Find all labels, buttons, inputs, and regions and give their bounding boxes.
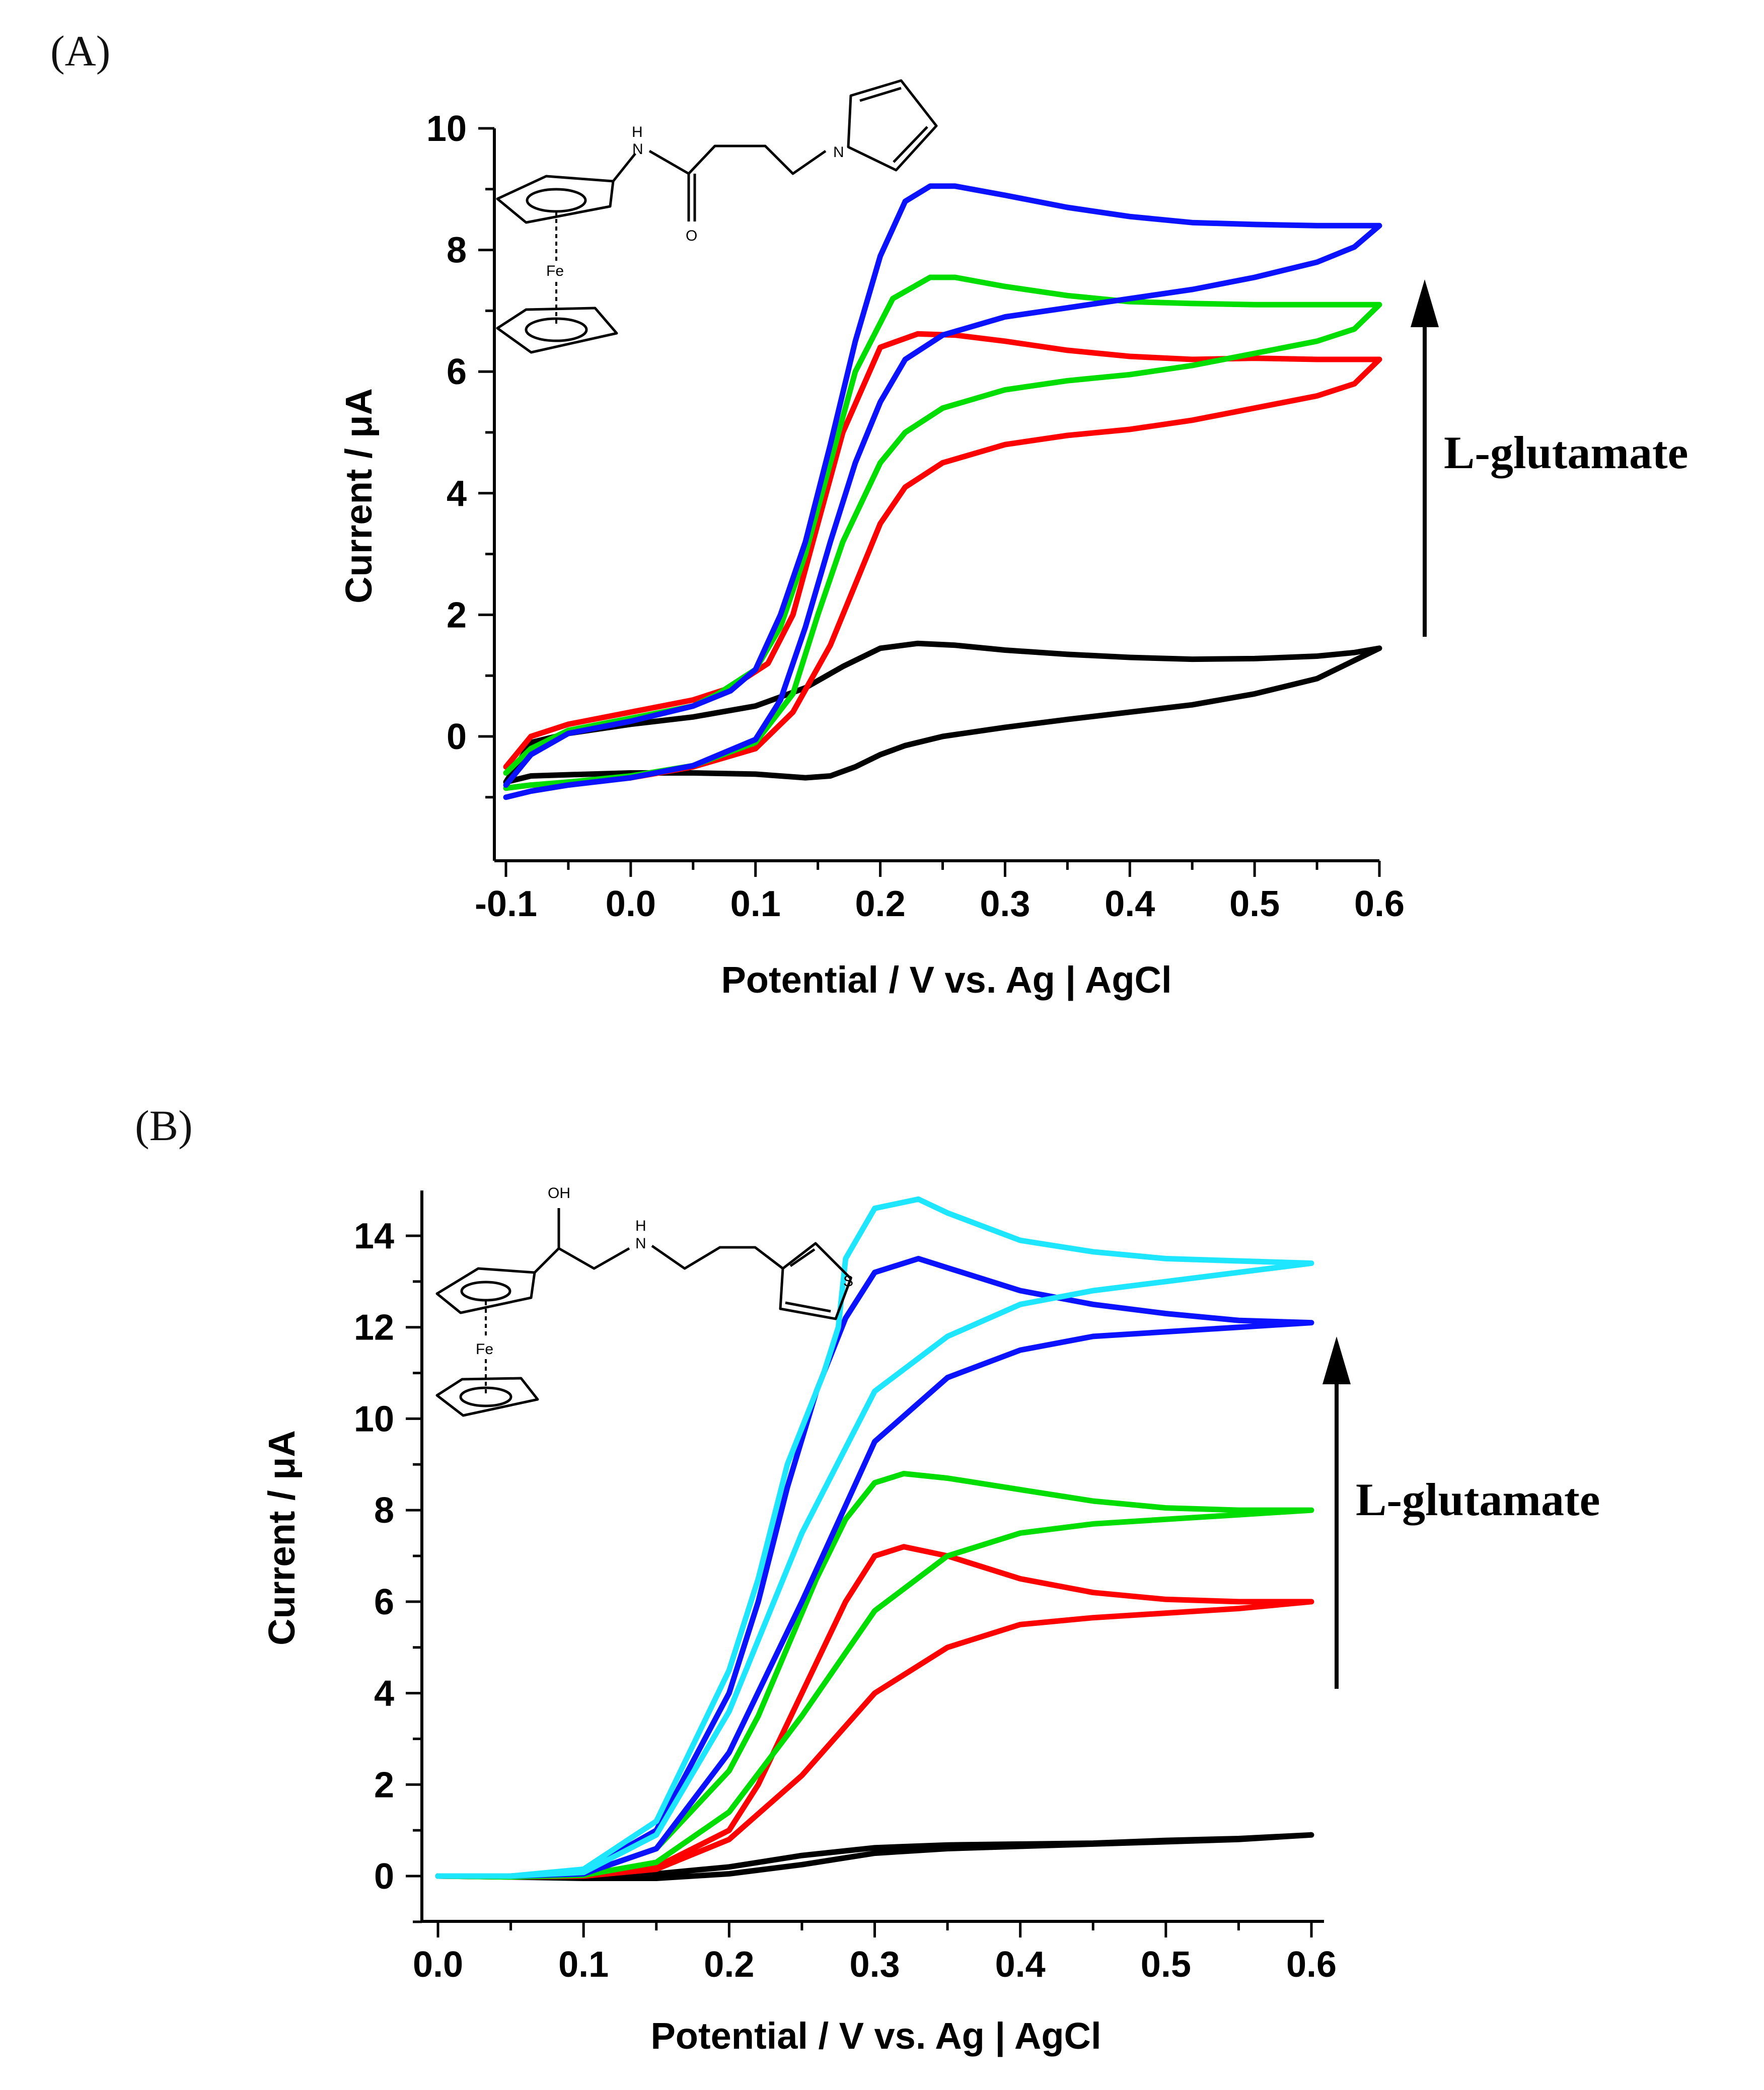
panel-b-series-blue <box>435 1255 1314 1879</box>
panel-b-y-tick-label: 8 <box>374 1490 394 1531</box>
amide-n-label: N <box>632 141 643 158</box>
cyclopentadienyl-ring-bottom <box>496 307 618 354</box>
panel-a-x-title: Potential / V vs. Ag | AgCl <box>721 959 1171 1001</box>
panel-a-y-title: Current / μA <box>338 388 380 604</box>
thiophene-ring <box>779 1242 852 1320</box>
panel-b-x-tick-label: 0.6 <box>1286 1945 1337 1985</box>
panel-a-series-green <box>503 274 1382 791</box>
ring-inner-top <box>526 188 587 213</box>
panel-a-series-blue <box>503 183 1382 800</box>
panel-a-x-tick-label: 0.5 <box>1229 884 1280 924</box>
panel-b-arrow-head <box>1322 1336 1351 1384</box>
panel-a-annotation: L-glutamate <box>1444 427 1688 478</box>
ring-inner-bottom <box>525 317 588 342</box>
panel-a-molecule: Fe H N O N <box>496 79 938 354</box>
panel-a: (A) -0.1 0.0 0.1 0.2 0.3 0.4 0.5 0.6 0 2 4 6 8 10 Pot… <box>50 27 1688 1001</box>
panel-b-y-tick-label: 2 <box>374 1765 394 1805</box>
fe-label: Fe <box>546 263 564 279</box>
panel-a-series-red <box>503 331 1382 791</box>
panel-b-y-title: Current / μA <box>261 1430 303 1646</box>
oh-label: OH <box>548 1185 570 1202</box>
panel-a-y-tick-label: 2 <box>447 595 467 635</box>
panel-b-series-black <box>435 1832 1314 1881</box>
panel-a-curves <box>503 183 1382 800</box>
cp-ring-top-b <box>435 1267 536 1314</box>
panel-b: (B) 0.0 0.1 0.2 0.3 0.4 0.5 0.6 0 2 4 6 8 10 12 14 Pot… <box>135 1101 1600 2057</box>
bond-cp-n <box>612 153 636 182</box>
panel-a-x-tick-label: 0.3 <box>980 884 1030 924</box>
panel-b-x-tick-label: 0.1 <box>558 1945 609 1985</box>
panel-b-y-tick-label: 14 <box>354 1216 394 1256</box>
panel-b-x-tick-label: 0.3 <box>849 1945 900 1985</box>
panel-b-y-tick-label: 12 <box>354 1308 394 1348</box>
amine-n-label: N <box>635 1235 646 1252</box>
panel-a-x-tick-label: 0.2 <box>855 884 906 924</box>
panel-a-y-tick-label: 0 <box>447 717 467 757</box>
thiophene-s-label: S <box>843 1273 853 1290</box>
panel-b-series-cyan <box>435 1196 1314 1879</box>
ring-inner-bottom-b <box>459 1386 512 1407</box>
alkyl-chain <box>648 144 827 175</box>
ring-inner-top-b <box>460 1281 511 1302</box>
panel-a-x-tick-label: 0.4 <box>1105 884 1155 924</box>
pyrrole-ring <box>847 79 938 172</box>
pyrrole-n-label: N <box>833 144 844 161</box>
cp-ring-bottom-b <box>435 1377 539 1417</box>
panel-b-ticks: 0.0 0.1 0.2 0.3 0.4 0.5 0.6 0 2 4 6 8 10 12 14 <box>354 1216 1337 1985</box>
panel-b-annotation: L-glutamate <box>1356 1474 1600 1525</box>
thiophene-double-2 <box>785 1301 831 1313</box>
panel-a-y-tick-label: 4 <box>447 474 467 514</box>
panel-a-arrow-head <box>1411 279 1439 327</box>
panel-a-ticks: -0.1 0.0 0.1 0.2 0.3 0.4 0.5 0.6 0 2 4 6 8 10 <box>426 109 1405 924</box>
pyrrole-double-2 <box>893 126 928 163</box>
amine-h-label: H <box>635 1218 646 1234</box>
chain-b-1 <box>534 1247 630 1274</box>
panel-b-x-tick-label: 0.4 <box>995 1945 1046 1985</box>
panel-b-y-tick-label: 4 <box>374 1674 394 1714</box>
panel-b-x-tick-label: 0.2 <box>704 1945 754 1985</box>
panel-b-y-tick-label: 10 <box>354 1399 394 1439</box>
panel-a-x-tick-label: 0.0 <box>606 884 656 924</box>
panel-a-y-tick-label: 6 <box>447 352 467 392</box>
panel-a-y-tick-label: 10 <box>426 109 467 149</box>
panel-b-x-tick-label: 0.0 <box>413 1945 463 1985</box>
panel-a-x-tick-label: 0.1 <box>730 884 781 924</box>
panel-b-x-tick-label: 0.5 <box>1141 1945 1191 1985</box>
panel-b-y-tick-label: 6 <box>374 1582 394 1622</box>
panel-b-molecule: Fe OH H N S <box>435 1185 853 1417</box>
panel-b-curves <box>435 1196 1314 1881</box>
panel-b-series-green <box>435 1471 1314 1880</box>
cyclopentadienyl-ring-top <box>496 175 615 224</box>
fe-label-b: Fe <box>476 1341 493 1358</box>
panel-a-label: (A) <box>50 27 110 75</box>
panel-a-x-tick-label: 0.6 <box>1354 884 1405 924</box>
carbonyl-o-label: O <box>686 228 697 244</box>
panel-b-series-red <box>435 1544 1314 1880</box>
panel-b-x-title: Potential / V vs. Ag | AgCl <box>650 2015 1101 2057</box>
panel-a-y-tick-label: 8 <box>447 231 467 271</box>
panel-b-label: (B) <box>135 1101 193 1150</box>
thiophene-double-1 <box>789 1248 816 1267</box>
amide-h-label: H <box>632 124 643 140</box>
panel-a-x-tick-label: -0.1 <box>475 884 537 924</box>
panel-b-y-tick-label: 0 <box>374 1856 394 1897</box>
chain-b-2 <box>651 1244 784 1270</box>
pyrrole-double-1 <box>859 87 902 102</box>
